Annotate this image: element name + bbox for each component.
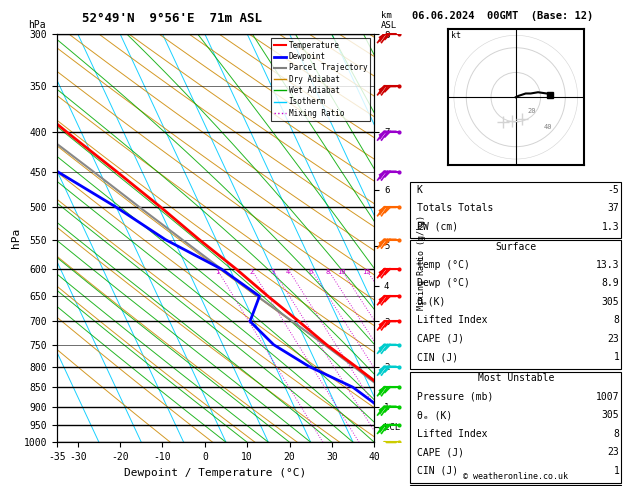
Text: 1.3: 1.3 (601, 222, 619, 232)
Text: -5: -5 (608, 185, 619, 195)
Bar (410, 240, 621, 369)
Text: 10: 10 (337, 269, 345, 275)
Text: 23: 23 (608, 447, 619, 457)
Text: 1: 1 (613, 466, 619, 476)
Text: Most Unstable: Most Unstable (477, 373, 554, 383)
Text: θₑ(K): θₑ(K) (416, 297, 446, 307)
Bar (410, 182, 621, 238)
Text: 305: 305 (601, 410, 619, 420)
Text: 1: 1 (613, 352, 619, 363)
Text: CAPE (J): CAPE (J) (416, 447, 464, 457)
Text: CIN (J): CIN (J) (416, 466, 458, 476)
Text: 4: 4 (286, 269, 290, 275)
Text: Totals Totals: Totals Totals (416, 203, 493, 213)
Text: θₑ (K): θₑ (K) (416, 410, 452, 420)
Bar (410, 485, 621, 486)
Text: Lifted Index: Lifted Index (416, 429, 487, 439)
Text: 06.06.2024  00GMT  (Base: 12): 06.06.2024 00GMT (Base: 12) (412, 11, 593, 21)
Text: 52°49'N  9°56'E  71m ASL: 52°49'N 9°56'E 71m ASL (82, 12, 262, 25)
Text: PW (cm): PW (cm) (416, 222, 458, 232)
Text: 15: 15 (362, 269, 370, 275)
Text: CAPE (J): CAPE (J) (416, 334, 464, 344)
Text: 13.3: 13.3 (596, 260, 619, 270)
Text: 8: 8 (325, 269, 330, 275)
Text: 23: 23 (608, 334, 619, 344)
X-axis label: Dewpoint / Temperature (°C): Dewpoint / Temperature (°C) (125, 468, 306, 478)
Text: 1: 1 (215, 269, 219, 275)
Text: K: K (416, 185, 423, 195)
Text: CIN (J): CIN (J) (416, 352, 458, 363)
Text: 8.9: 8.9 (601, 278, 619, 289)
Text: 3: 3 (270, 269, 275, 275)
Text: 305: 305 (601, 297, 619, 307)
Text: 8: 8 (613, 315, 619, 326)
Text: Lifted Index: Lifted Index (416, 315, 487, 326)
Text: © weatheronline.co.uk: © weatheronline.co.uk (464, 472, 568, 481)
Text: Pressure (mb): Pressure (mb) (416, 392, 493, 402)
Text: Dewp (°C): Dewp (°C) (416, 278, 470, 289)
Text: 6: 6 (309, 269, 313, 275)
Text: hPa: hPa (28, 20, 46, 30)
Text: Surface: Surface (495, 242, 537, 252)
Text: 20: 20 (528, 108, 536, 114)
Text: 37: 37 (608, 203, 619, 213)
Text: kt: kt (452, 31, 462, 40)
Y-axis label: hPa: hPa (11, 228, 21, 248)
Text: 8: 8 (613, 429, 619, 439)
Text: 40: 40 (543, 124, 552, 130)
Text: km
ASL: km ASL (381, 11, 397, 30)
Text: Temp (°C): Temp (°C) (416, 260, 470, 270)
Bar (410, 372, 621, 483)
Text: 2: 2 (249, 269, 253, 275)
Legend: Temperature, Dewpoint, Parcel Trajectory, Dry Adiabat, Wet Adiabat, Isotherm, Mi: Temperature, Dewpoint, Parcel Trajectory… (271, 38, 370, 121)
Text: Mixing Ratio (g/kg): Mixing Ratio (g/kg) (417, 215, 426, 310)
Text: 1007: 1007 (596, 392, 619, 402)
